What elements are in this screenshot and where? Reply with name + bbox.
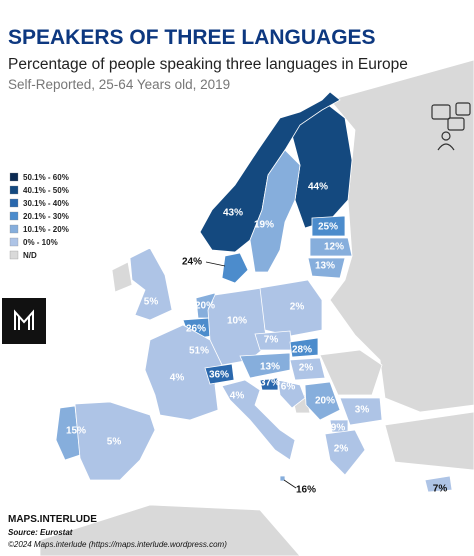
region	[74, 401, 156, 481]
leader-line	[283, 479, 297, 489]
credit: ©2024 Maps.interlude (https://maps.inter…	[8, 540, 227, 549]
region-label: 19%	[254, 220, 274, 231]
region-label: 10%	[227, 316, 247, 327]
legend-label: 20.1% - 30%	[23, 212, 69, 221]
region	[277, 379, 306, 409]
region	[55, 405, 81, 461]
region-label: 3%	[355, 405, 370, 416]
region	[289, 337, 319, 358]
region-label: 24%	[182, 257, 202, 268]
subtitle: Percentage of people speaking three lang…	[8, 56, 408, 73]
romania-land	[319, 349, 383, 396]
region-label: 7%	[264, 335, 279, 346]
region-label: 43%	[223, 208, 243, 219]
region-label: 5%	[107, 437, 122, 448]
legend: 50.1% - 60% 40.1% - 50% 30.1% - 40% 20.1% -…	[9, 172, 69, 260]
legend-swatch	[9, 237, 19, 247]
region-label: 16%	[296, 485, 316, 496]
region	[129, 247, 173, 321]
region-label: 28%	[292, 345, 312, 356]
legend-label: 30.1% - 40%	[23, 199, 69, 208]
logo-mark	[14, 309, 34, 330]
region	[307, 257, 346, 279]
legend-swatch	[9, 198, 19, 208]
legend-label: 40.1% - 50%	[23, 186, 69, 195]
region-label: 51%	[189, 346, 209, 357]
legend-swatch	[9, 172, 19, 182]
legend-swatch	[9, 250, 19, 260]
region-label: 26%	[186, 324, 206, 335]
region-label: 5%	[144, 297, 159, 308]
language-icon	[431, 102, 471, 151]
legend-label: 10.1% - 20%	[23, 225, 69, 234]
region	[239, 352, 291, 379]
region-label: 37%	[260, 378, 280, 389]
region	[304, 381, 341, 421]
ireland-land	[111, 261, 133, 293]
region-label: 9%	[331, 423, 346, 434]
legend-swatch	[9, 211, 19, 221]
legend-label: N/D	[23, 251, 37, 260]
region-label: 36%	[209, 370, 229, 381]
region-label: 20%	[315, 396, 335, 407]
region	[339, 397, 383, 426]
region-labels: 44% 43% 19% 24% 25% 12% 13% 5% 20% 26% 51% 10% 2% 7% 2…	[66, 182, 447, 496]
region	[204, 363, 235, 385]
region	[324, 429, 366, 476]
region-label: 2%	[299, 363, 314, 374]
leader-line	[205, 261, 226, 267]
legend-label: 0% - 10%	[23, 238, 58, 247]
region	[221, 379, 296, 461]
region-label: 4%	[230, 391, 245, 402]
region-label: 4%	[170, 373, 185, 384]
legend-swatch	[9, 224, 19, 234]
source: Source: Eurostat	[8, 528, 73, 537]
africa-land	[39, 504, 301, 556]
region	[424, 475, 453, 493]
region-label: 44%	[308, 182, 328, 193]
title: SPEAKERS OF THREE LANGUAGES	[8, 26, 376, 49]
legend-label: 50.1% - 60%	[23, 173, 69, 182]
legend-swatch	[9, 185, 19, 195]
region	[289, 357, 326, 381]
region-label: 13%	[315, 261, 335, 272]
region	[144, 324, 223, 421]
region	[309, 237, 353, 257]
region-label: 25%	[318, 222, 338, 233]
note: Self-Reported, 25-64 Years old, 2019	[8, 77, 230, 92]
region-label: 20%	[195, 301, 215, 312]
region-label: 6%	[281, 382, 296, 393]
region	[311, 215, 346, 237]
region-label: 13%	[260, 362, 280, 373]
region-label: 15%	[66, 426, 86, 437]
brand: MAPS.INTERLUDE	[8, 514, 97, 525]
region-label: 12%	[324, 242, 344, 253]
regions	[55, 91, 453, 493]
region	[221, 252, 249, 284]
region-label: 2%	[290, 302, 305, 313]
turkey-land	[384, 411, 474, 471]
region	[259, 279, 323, 337]
region-label: 2%	[334, 444, 349, 455]
region	[259, 377, 279, 391]
region-label: 7%	[433, 484, 448, 495]
region	[249, 149, 301, 273]
